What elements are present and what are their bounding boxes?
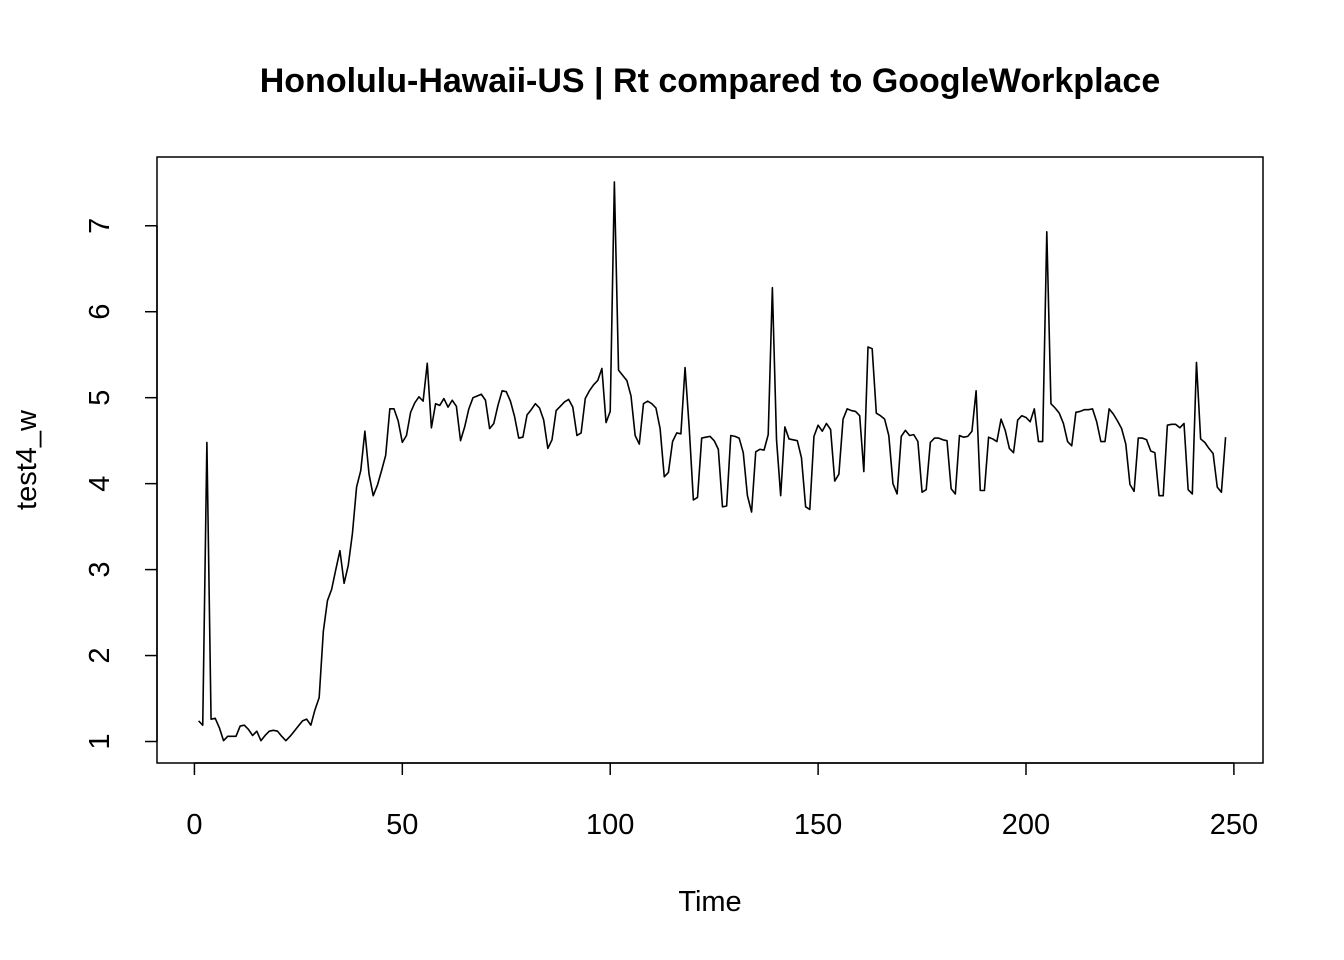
x-tick-label: 200 <box>1002 809 1050 841</box>
x-tick-label: 100 <box>586 809 634 841</box>
y-tick-label: 5 <box>84 390 116 406</box>
x-tick-label: 0 <box>186 809 202 841</box>
x-tick-label: 250 <box>1210 809 1258 841</box>
x-tick-label: 50 <box>386 809 418 841</box>
y-tick-label: 1 <box>84 733 116 749</box>
y-axis: 1 2 3 4 5 6 7 <box>84 218 158 750</box>
x-tick-label: 150 <box>794 809 842 841</box>
y-tick-label: 3 <box>84 562 116 578</box>
x-axis: 0 50 100 150 200 250 <box>186 762 1258 841</box>
y-tick-label: 6 <box>84 304 116 320</box>
y-axis-label: test4_w <box>11 409 43 510</box>
y-tick-label: 4 <box>84 476 116 492</box>
y-tick-label: 2 <box>84 647 116 663</box>
chart-title: Honolulu-Hawaii-US | Rt compared to Goog… <box>260 62 1161 100</box>
series-line <box>198 181 1227 742</box>
plot-frame <box>156 156 1264 764</box>
x-axis-label: Time <box>678 886 741 918</box>
y-tick-label: 7 <box>84 218 116 234</box>
